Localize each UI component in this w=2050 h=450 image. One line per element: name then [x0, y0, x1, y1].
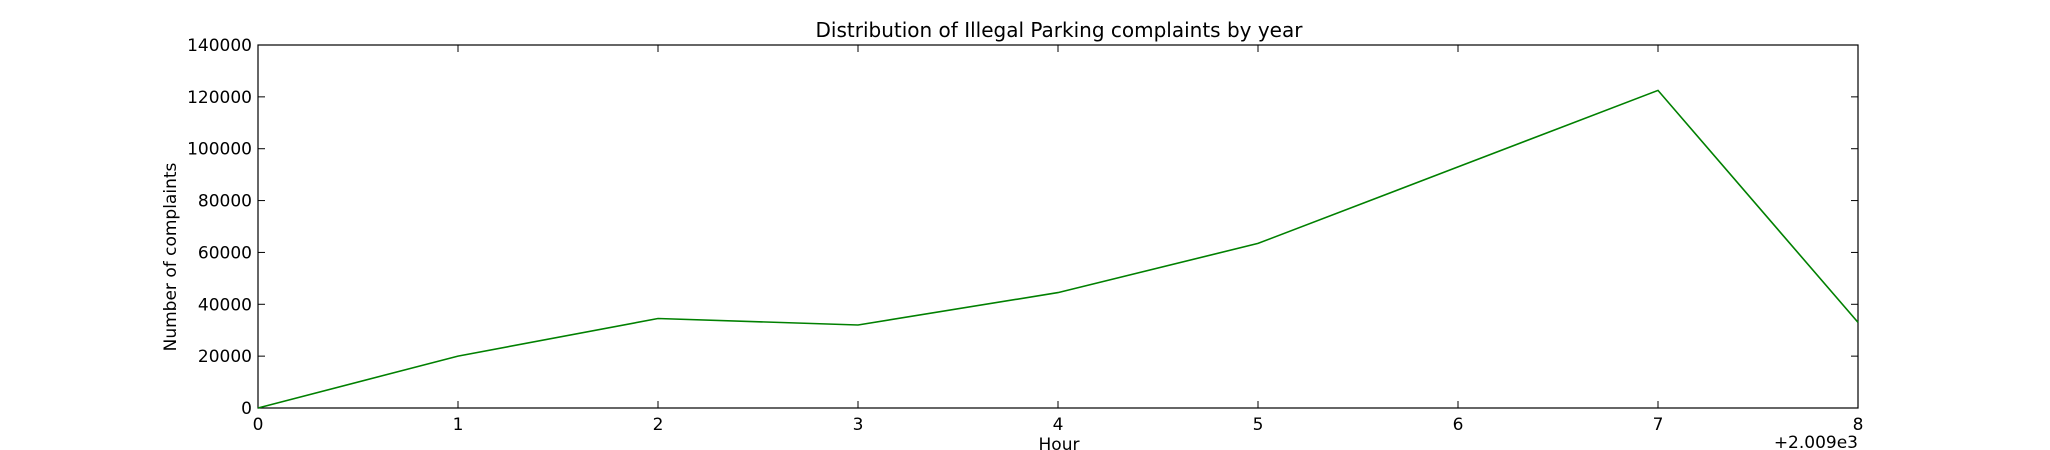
- x-tick-label: 3: [853, 415, 864, 435]
- plot-area: 020000400006000080000100000120000140000 …: [187, 36, 1863, 435]
- y-tick-label: 120000: [187, 88, 252, 108]
- y-tick-label: 0: [241, 399, 252, 419]
- x-tick-label: 1: [453, 415, 464, 435]
- y-axis: 0 20000 40000 60000 80000 100000 120000 140000: [187, 36, 1858, 419]
- y-axis-label: Number of complaints: [161, 162, 181, 351]
- y-tick-label: 60000: [198, 243, 252, 263]
- y-tick-label: 100000: [187, 140, 252, 160]
- x-axis: 0 1 2 3 4 5 6 7 8: [253, 45, 1864, 435]
- y-tick-label: 80000: [198, 192, 252, 212]
- x-tick-label: 4: [1053, 415, 1064, 435]
- x-axis-label: Hour: [1039, 435, 1080, 450]
- y-tick-label: 20000: [198, 347, 252, 367]
- series-line: [257, 89, 1859, 409]
- x-tick-label: 2: [653, 415, 664, 435]
- x-tick-label: 7: [1653, 415, 1664, 435]
- x-tick-label: 5: [1253, 415, 1264, 435]
- x-tick-label: 6: [1453, 415, 1464, 435]
- plot-frame: [257, 44, 1859, 409]
- x-tick-label: 0: [253, 415, 264, 435]
- chart-title: Distribution of Illegal Parking complain…: [816, 18, 1304, 42]
- y-tick-label: 140000: [187, 36, 252, 56]
- x-tick-label: 8: [1853, 415, 1864, 435]
- y-tick-label: 40000: [198, 295, 252, 315]
- x-axis-offset-label: +2.009e3: [1774, 433, 1858, 450]
- series-group: [257, 89, 1859, 409]
